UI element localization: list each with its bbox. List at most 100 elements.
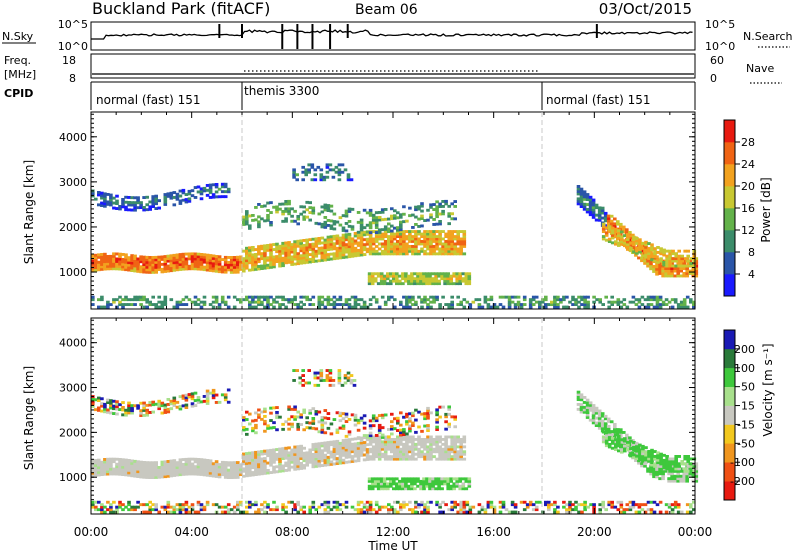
echo-cell xyxy=(362,245,367,249)
echo-cell xyxy=(405,242,409,246)
echo-cell xyxy=(254,300,258,304)
echo-cell xyxy=(646,262,650,265)
echo-cell xyxy=(370,484,375,488)
echo-cell xyxy=(281,508,285,512)
echo-cell xyxy=(196,472,201,476)
echo-cell xyxy=(353,449,358,453)
echo-cell xyxy=(591,208,596,212)
echo-cell xyxy=(380,447,385,451)
echo-cell xyxy=(266,218,270,222)
echo-cell xyxy=(202,186,207,190)
echo-cell xyxy=(383,413,388,417)
echo-cell xyxy=(305,215,309,219)
echo-cell xyxy=(414,418,418,422)
echo-cell xyxy=(299,415,303,419)
echo-cell xyxy=(199,267,204,271)
echo-cell xyxy=(692,254,697,258)
echo-cell xyxy=(444,199,448,203)
echo-cell xyxy=(106,470,110,474)
echo-cell xyxy=(404,277,408,281)
echo-cell xyxy=(347,445,352,449)
echo-cell xyxy=(254,253,258,256)
echo-cell xyxy=(626,245,630,249)
echo-cell xyxy=(287,258,291,262)
echo-cell xyxy=(94,268,98,272)
echo-cell xyxy=(416,272,420,276)
echo-cell xyxy=(489,295,494,299)
echo-cell xyxy=(148,401,152,404)
echo-cell xyxy=(670,477,674,481)
echo-cell xyxy=(465,500,470,504)
echo-cell xyxy=(311,295,316,299)
echo-cell xyxy=(634,451,638,455)
echo-cell xyxy=(374,252,379,256)
echo-cell xyxy=(127,303,131,306)
echo-cell xyxy=(380,242,385,246)
echo-cell xyxy=(393,510,397,514)
echo-cell xyxy=(148,258,152,262)
echo-cell xyxy=(429,300,433,304)
echo-cell xyxy=(604,238,609,242)
echo-cell xyxy=(362,421,367,425)
echo-cell xyxy=(299,261,303,265)
echo-cell xyxy=(362,226,367,230)
echo-cell xyxy=(196,396,201,399)
echo-cell xyxy=(428,484,432,488)
echo-cell xyxy=(248,305,252,309)
echo-cell xyxy=(480,505,485,509)
echo-cell xyxy=(350,207,355,211)
echo-cell xyxy=(689,262,694,265)
echo-cell xyxy=(245,261,249,265)
echo-cell xyxy=(368,424,373,428)
echo-cell xyxy=(377,447,382,451)
echo-cell xyxy=(609,224,614,228)
echo-cell xyxy=(118,295,122,299)
echo-cell xyxy=(317,212,322,216)
echo-cell xyxy=(450,230,454,233)
echo-cell xyxy=(109,193,113,197)
echo-cell xyxy=(223,263,228,267)
echo-cell xyxy=(450,447,454,451)
echo-cell xyxy=(390,235,394,238)
echo-cell xyxy=(154,263,158,267)
echo-cell xyxy=(248,500,252,504)
echo-cell xyxy=(254,255,258,259)
echo-cell xyxy=(429,500,433,504)
echo-cell xyxy=(434,479,438,483)
echo-cell xyxy=(420,445,424,449)
echo-cell xyxy=(383,252,388,256)
echo-cell xyxy=(371,445,376,449)
echo-cell xyxy=(359,223,364,227)
echo-cell xyxy=(626,440,630,444)
echo-cell xyxy=(190,252,195,256)
echo-cell xyxy=(263,449,267,453)
echo-cell xyxy=(368,510,373,514)
echo-cell xyxy=(453,442,457,446)
echo-cell xyxy=(257,215,261,219)
echo-cell xyxy=(591,416,596,420)
echo-cell xyxy=(603,224,608,228)
echo-cell xyxy=(154,260,158,264)
echo-cell xyxy=(193,510,198,514)
echo-cell xyxy=(380,245,385,248)
echo-cell xyxy=(217,267,222,271)
echo-cell xyxy=(562,295,566,299)
echo-cell xyxy=(115,467,119,471)
echo-cell xyxy=(332,257,337,261)
echo-cell xyxy=(347,232,352,236)
echo-cell xyxy=(601,303,605,306)
echo-cell xyxy=(94,505,98,509)
echo-cell xyxy=(190,470,195,473)
echo-cell xyxy=(682,305,687,309)
echo-cell xyxy=(338,249,343,252)
echo-cell xyxy=(257,265,261,268)
echo-cell xyxy=(263,415,267,418)
echo-cell xyxy=(402,230,406,233)
echo-cell xyxy=(341,233,346,237)
echo-cell xyxy=(335,234,340,238)
echo-cell xyxy=(513,303,518,306)
echo-cell xyxy=(278,264,282,268)
echo-cell xyxy=(649,259,653,263)
echo-cell xyxy=(679,262,683,265)
echo-cell xyxy=(368,237,373,241)
